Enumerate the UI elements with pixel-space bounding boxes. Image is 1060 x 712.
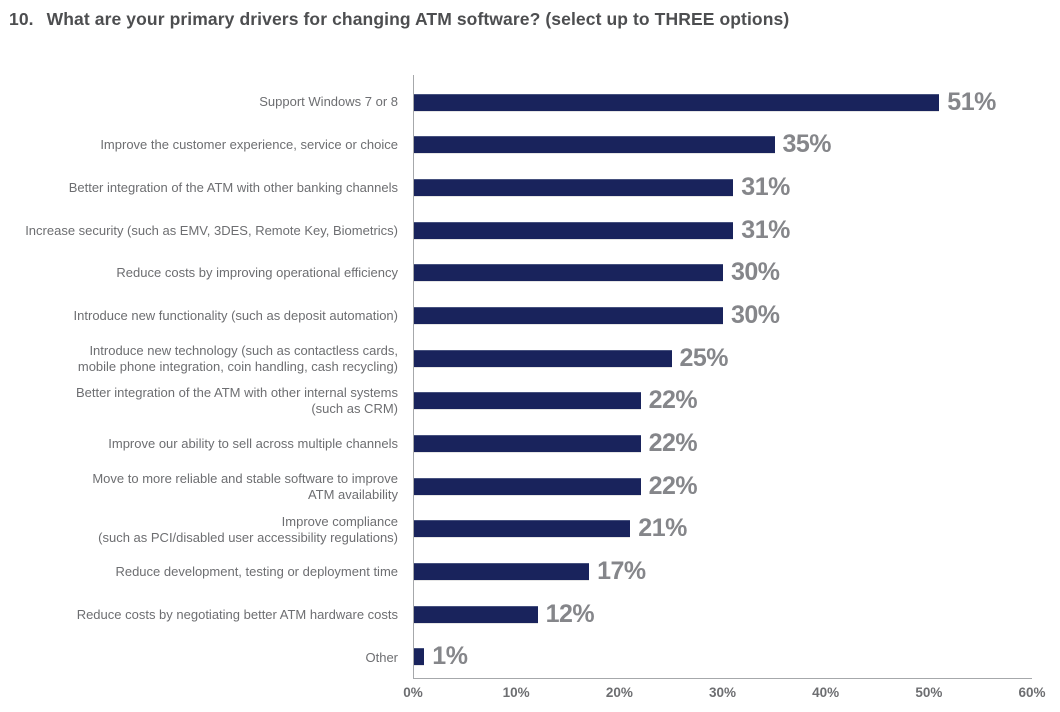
- bar-row: 22%: [414, 379, 1032, 422]
- bar-row: 21%: [414, 507, 1032, 550]
- x-tick-label: 60%: [1018, 685, 1046, 700]
- bar: [414, 605, 538, 623]
- category-label: Reduce costs by improving operational ef…: [116, 265, 398, 281]
- bar-value-label: 17%: [597, 556, 646, 585]
- bar: [414, 477, 641, 495]
- category-label: Reduce costs by negotiating better ATM h…: [76, 606, 398, 622]
- bar-value-label: 22%: [648, 471, 698, 500]
- x-tick-label: 10%: [502, 685, 530, 700]
- category-label: Reduce development, testing or deploymen…: [115, 564, 398, 580]
- category-axis: Support Windows 7 or 8 Improve the custom…: [0, 75, 398, 679]
- bar-row: 51%: [414, 81, 1032, 124]
- x-tick-label: 30%: [708, 685, 737, 700]
- x-tick-label: 40%: [812, 685, 840, 700]
- x-tick-label: 20%: [605, 685, 633, 700]
- bar: [414, 179, 734, 197]
- bar-value-label: 22%: [648, 428, 698, 457]
- bar-value-label: 30%: [731, 258, 780, 287]
- bar-value-label: 30%: [731, 301, 780, 330]
- bar-row: 25%: [414, 337, 1032, 380]
- bar: [414, 520, 631, 538]
- bar: [414, 264, 723, 282]
- bar: [414, 349, 672, 367]
- bar: [414, 221, 734, 239]
- bar-row: 31%: [414, 166, 1032, 209]
- bar-row: 30%: [414, 252, 1032, 295]
- bar: [414, 307, 723, 325]
- category-label: Improve compliance (such as PCI/disabled…: [98, 513, 398, 545]
- category-label: Other: [365, 649, 398, 665]
- bar-row: 1%: [414, 635, 1032, 678]
- category-label: Introduce new technology (such as contac…: [77, 342, 398, 374]
- bar-row: 22%: [414, 422, 1032, 465]
- bar-value-label: 22%: [648, 386, 698, 415]
- bar: [414, 648, 425, 666]
- bar-value-label: 12%: [545, 599, 595, 628]
- bar-row: 30%: [414, 294, 1032, 337]
- category-label: Support Windows 7 or 8: [259, 94, 398, 110]
- bar-value-label: 21%: [638, 514, 687, 543]
- bar-row: 12%: [414, 593, 1032, 636]
- bar-value-label: 31%: [741, 173, 790, 202]
- bar-value-label: 51%: [947, 87, 996, 116]
- page-title: 10. What are your primary drivers for ch…: [9, 9, 789, 30]
- bar-row: 35%: [414, 124, 1032, 167]
- question-text: What are your primary drivers for changi…: [46, 9, 790, 29]
- category-label: Increase security (such as EMV, 3DES, Re…: [25, 222, 398, 238]
- bar: [414, 93, 940, 111]
- bar-value-label: 35%: [782, 130, 832, 159]
- category-label: Better integration of the ATM with other…: [68, 179, 398, 195]
- x-tick-label: 0%: [403, 685, 423, 700]
- bar: [414, 392, 641, 410]
- x-tick-label: 50%: [915, 685, 943, 700]
- bar-row: 22%: [414, 465, 1032, 508]
- category-label: Improve our ability to sell across multi…: [108, 436, 398, 452]
- bar: [414, 434, 641, 452]
- plot-area: 51% 35% 31% 31% 30% 30% 25% 22% 22% 22% 21% 17% 12% 1…: [413, 75, 1032, 679]
- x-axis: 0% 10% 20% 30% 40% 50% 60%: [403, 685, 1045, 705]
- category-label: Move to more reliable and stable softwar…: [92, 470, 398, 502]
- bar-value-label: 1%: [432, 642, 468, 671]
- category-label: Improve the customer experience, service…: [100, 137, 398, 153]
- category-label: Introduce new functionality (such as dep…: [73, 307, 398, 323]
- bar-row: 31%: [414, 209, 1032, 252]
- bar-value-label: 25%: [679, 343, 729, 372]
- bar-value-label: 31%: [741, 215, 790, 244]
- bar: [414, 136, 775, 154]
- bar-row: 17%: [414, 550, 1032, 593]
- question-number: 10.: [9, 9, 34, 29]
- category-label: Better integration of the ATM with other…: [75, 385, 398, 417]
- bar: [414, 562, 590, 580]
